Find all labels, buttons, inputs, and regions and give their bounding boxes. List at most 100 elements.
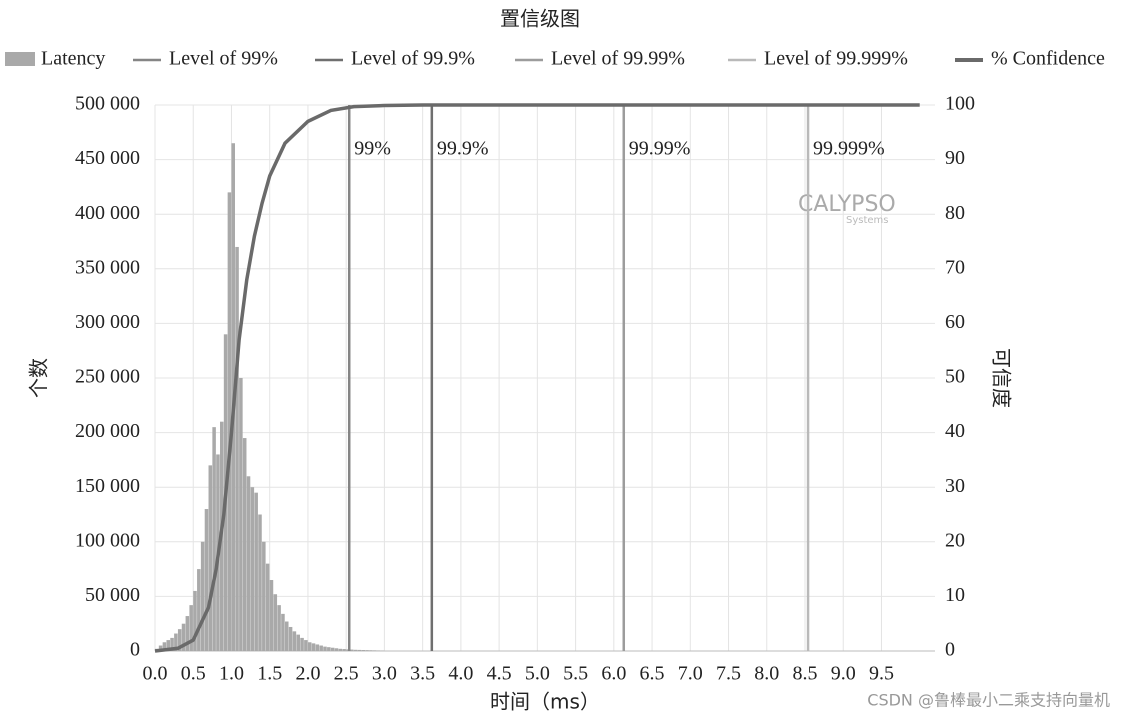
y2-tick-label: 60 bbox=[945, 311, 965, 333]
histogram-bar bbox=[197, 569, 201, 651]
y-tick-label: 350 000 bbox=[75, 256, 140, 278]
y-tick-label: 100 000 bbox=[75, 529, 140, 551]
confidence-line bbox=[154, 103, 920, 653]
histogram-bar bbox=[323, 646, 327, 651]
y-tick-label: 150 000 bbox=[75, 475, 140, 497]
histogram-bar bbox=[170, 637, 174, 651]
histogram-bar bbox=[300, 637, 304, 651]
y-tick-label: 450 000 bbox=[75, 147, 140, 169]
histogram-bar bbox=[342, 649, 346, 651]
legend-label: Level of 99.999% bbox=[764, 48, 908, 70]
x-tick-label: 2.5 bbox=[334, 663, 359, 685]
histogram-bar bbox=[239, 378, 243, 651]
histogram-bar bbox=[227, 192, 232, 652]
y2-tick-label: 80 bbox=[945, 202, 965, 224]
y2-tick-label: 90 bbox=[945, 147, 965, 169]
chart-title: 置信级图 bbox=[500, 7, 580, 31]
histogram-bar bbox=[338, 648, 343, 651]
histogram-bar bbox=[365, 650, 369, 651]
legend-label: % Confidence bbox=[991, 48, 1105, 70]
histogram-bar bbox=[174, 633, 178, 651]
histogram-bar bbox=[273, 594, 278, 651]
histogram-bar bbox=[193, 590, 197, 651]
histogram-bar bbox=[254, 492, 258, 651]
y2-tick-label: 50 bbox=[945, 366, 965, 388]
histogram-bar bbox=[350, 649, 354, 651]
histogram-bar bbox=[372, 650, 377, 651]
y-tick-label: 400 000 bbox=[75, 202, 140, 224]
histogram-bar bbox=[304, 640, 308, 651]
x-tick-label: 0.0 bbox=[143, 663, 168, 685]
y2-tick-label: 20 bbox=[945, 529, 965, 551]
watermark: CALYPSO bbox=[798, 192, 896, 217]
x-tick-label: 3.0 bbox=[372, 663, 397, 685]
x-tick-label: 3.5 bbox=[410, 663, 435, 685]
histogram-bar bbox=[162, 642, 167, 651]
histogram-bar bbox=[277, 605, 281, 651]
x-tick-label: 6.5 bbox=[640, 663, 665, 685]
y-tick-label: 200 000 bbox=[75, 420, 140, 442]
x-tick-label: 7.5 bbox=[716, 663, 741, 685]
histogram-bar bbox=[181, 623, 186, 651]
watermark: Systems bbox=[846, 215, 889, 226]
x-tick-label: 5.0 bbox=[525, 663, 550, 685]
y2-tick-label: 70 bbox=[945, 256, 965, 278]
histogram-bar bbox=[246, 476, 251, 651]
y2-tick-label: 10 bbox=[945, 584, 965, 606]
histogram-bar bbox=[292, 631, 297, 651]
y2-tick-label: 30 bbox=[945, 475, 965, 497]
histogram-bar bbox=[296, 634, 300, 651]
histogram-bar bbox=[376, 650, 381, 651]
histogram-bar bbox=[327, 647, 331, 651]
histogram-bar bbox=[265, 563, 270, 651]
histogram-bar bbox=[212, 427, 216, 651]
histogram-bar bbox=[285, 621, 289, 651]
y2-tick-label: 40 bbox=[945, 420, 965, 442]
level-label: 99.99% bbox=[629, 138, 691, 160]
legend-label: Level of 99.99% bbox=[551, 48, 685, 70]
x-tick-label: 4.0 bbox=[448, 663, 473, 685]
x-tick-label: 8.0 bbox=[754, 663, 779, 685]
credit: CSDN @鲁棒最小二乘支持向量机 bbox=[867, 691, 1110, 710]
legend-label: Level of 99% bbox=[169, 48, 278, 70]
histogram-bar bbox=[334, 648, 339, 651]
histogram-bar bbox=[357, 649, 362, 651]
histogram-bar bbox=[288, 626, 293, 651]
histogram-bar bbox=[269, 580, 274, 651]
histogram-bar bbox=[311, 643, 316, 651]
x-tick-label: 8.5 bbox=[793, 663, 818, 685]
y-tick-label: 500 000 bbox=[75, 93, 140, 115]
x-tick-label: 7.0 bbox=[678, 663, 703, 685]
y-axis-label: 个数 bbox=[27, 358, 51, 398]
y-tick-label: 50 000 bbox=[85, 584, 140, 606]
histogram-bar bbox=[346, 649, 350, 651]
x-axis-label: 时间（ms） bbox=[490, 690, 600, 714]
histogram-bar bbox=[281, 613, 285, 651]
level-label: 99% bbox=[354, 138, 391, 160]
histogram-bar bbox=[361, 650, 365, 651]
x-tick-label: 9.5 bbox=[869, 663, 894, 685]
y2-tick-label: 0 bbox=[945, 639, 955, 661]
y2-tick-label: 100 bbox=[945, 93, 975, 115]
histogram-bar bbox=[158, 645, 163, 651]
histogram-bar bbox=[353, 649, 358, 651]
y-tick-label: 300 000 bbox=[75, 311, 140, 333]
legend-label: Latency bbox=[41, 48, 105, 70]
histogram-bar bbox=[235, 246, 239, 651]
legend-swatch bbox=[5, 52, 35, 66]
x-tick-label: 9.0 bbox=[831, 663, 856, 685]
y-tick-label: 0 bbox=[130, 639, 140, 661]
histogram-bar bbox=[200, 541, 205, 651]
histogram-bar bbox=[177, 629, 182, 651]
histogram-bar bbox=[185, 616, 190, 651]
histogram-bar bbox=[204, 509, 209, 651]
y-tick-label: 250 000 bbox=[75, 366, 140, 388]
x-tick-label: 1.5 bbox=[257, 663, 282, 685]
x-tick-label: 0.5 bbox=[181, 663, 206, 685]
histogram-bar bbox=[242, 438, 247, 651]
x-tick-label: 2.0 bbox=[295, 663, 320, 685]
histogram-bar bbox=[369, 650, 373, 651]
level-label: 99.999% bbox=[813, 138, 885, 160]
y2-axis-label: 可信度 bbox=[990, 348, 1014, 408]
histogram-bar bbox=[208, 465, 213, 651]
